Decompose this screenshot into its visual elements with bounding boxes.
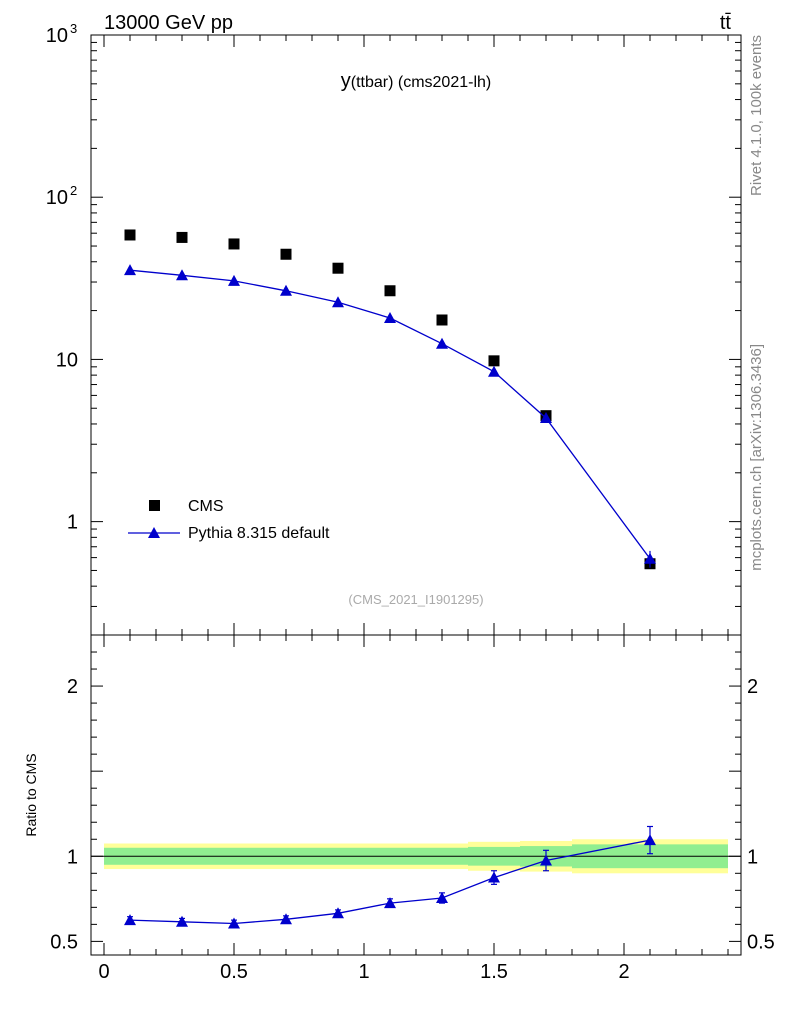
pythia-point	[332, 296, 344, 308]
main-frame	[90, 34, 742, 636]
cms-point	[176, 231, 188, 243]
ratio-line	[129, 839, 651, 925]
pythia-point	[176, 269, 188, 281]
watermark: (CMS_2021_I1901295)	[348, 592, 483, 607]
ratio-y-tick-label-right: 0.5	[747, 931, 775, 953]
ratio-panel: 2 2 1 1 0.5 0.5 0 0.5 1 1.5 2 Ratio to CMS	[23, 634, 775, 983]
legend: CMS Pythia 8.315 default	[128, 498, 330, 542]
ratio-point	[280, 913, 292, 925]
x-tick-label: 0.5	[220, 961, 248, 983]
legend-label-cms: CMS	[188, 498, 224, 515]
pythia-point	[488, 365, 500, 377]
pythia-point	[228, 274, 240, 286]
pythia-point	[280, 284, 292, 296]
ratio-point	[124, 914, 136, 926]
ratio-point	[540, 854, 552, 866]
cms-point	[488, 355, 500, 367]
pythia-point	[124, 264, 136, 276]
header-right: tt̄	[720, 12, 732, 34]
chart-title-main: y	[341, 70, 351, 92]
side-label-top: Rivet 4.1.0, 100k events	[748, 35, 765, 196]
ratio-point	[436, 891, 448, 903]
side-label-bottom: mcplots.cern.ch [arXiv:1306.3436]	[748, 344, 765, 571]
x-tick-label: 1.5	[480, 961, 508, 983]
legend-marker-cms	[149, 500, 160, 511]
ratio-y-tick-label-right: 1	[747, 846, 758, 868]
pythia-point	[644, 552, 656, 564]
cms-point	[332, 262, 344, 274]
pythia-point	[384, 312, 396, 324]
cms-point	[280, 248, 292, 260]
ratio-point	[384, 897, 396, 909]
pythia-line	[129, 269, 651, 560]
chart-title-rest: (ttbar) (cms2021-lh)	[351, 74, 491, 91]
ratio-y-tick-label-left: 2	[67, 676, 78, 698]
chart-title: y(ttbar) (cms2021-lh)	[341, 70, 491, 92]
ratio-point	[488, 871, 500, 883]
x-tick-label: 1	[358, 961, 369, 983]
ratio-y-tick-label-right: 2	[747, 676, 758, 698]
main-y-tick-exponent: 3	[70, 21, 77, 36]
cms-point	[436, 314, 448, 326]
x-tick-label: 2	[618, 961, 629, 983]
ratio-point	[332, 907, 344, 919]
ratio-point	[644, 834, 656, 846]
main-y-tick-exponent: 2	[70, 183, 77, 198]
x-tick-label: 0	[98, 961, 109, 983]
ratio-y-tick-label-left: 1	[67, 846, 78, 868]
ratio-point	[228, 917, 240, 929]
pythia-point	[436, 337, 448, 349]
header-left: 13000 GeV pp	[104, 12, 233, 34]
cms-point	[384, 285, 396, 297]
cms-point	[228, 238, 240, 250]
main-y-tick-label: 10	[46, 187, 68, 209]
cms-point	[124, 229, 136, 241]
main-y-tick-label: 10	[46, 25, 68, 47]
ratio-y-tick-label-left: 0.5	[50, 931, 78, 953]
ratio-frame	[90, 634, 742, 956]
ratio-ylabel: Ratio to CMS	[23, 753, 39, 836]
legend-marker-pythia	[148, 527, 160, 538]
pythia-point	[540, 412, 552, 424]
ratio-point	[176, 915, 188, 927]
legend-label-pythia: Pythia 8.315 default	[188, 525, 330, 542]
main-y-tick-label: 10	[56, 349, 78, 371]
main-y-tick-label: 1	[67, 512, 78, 534]
